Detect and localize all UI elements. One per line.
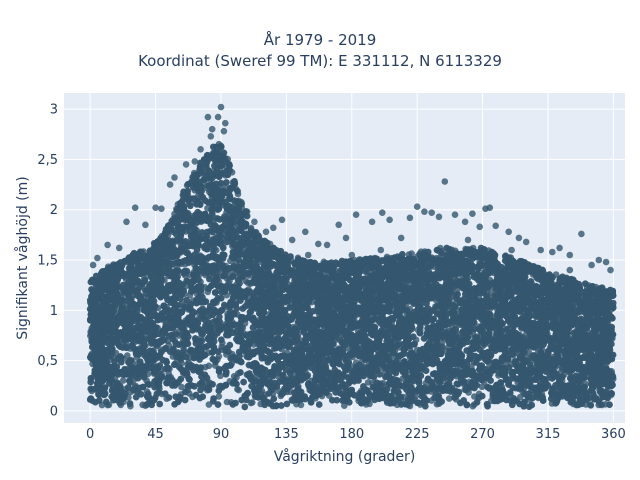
chart-title-line: Koordinat (Sweref 99 TM): E 331112, N 61… [138,52,502,70]
data-point [408,250,415,257]
data-point [235,386,242,394]
data-point [341,402,348,410]
data-point [124,352,131,359]
data-point [471,393,478,400]
data-point [445,395,453,402]
data-point [223,398,231,406]
data-point [364,379,372,386]
data-point [383,253,391,261]
data-points [86,103,617,411]
chart-title-line: År 1979 - 2019 [264,30,377,49]
data-point [478,383,486,391]
data-point [249,399,256,406]
data-point [178,383,185,391]
data-point [119,377,127,384]
data-point [215,393,223,400]
chart-title: År 1979 - 2019 Koordinat (Sweref 99 TM): … [138,30,502,70]
data-point [180,347,188,354]
